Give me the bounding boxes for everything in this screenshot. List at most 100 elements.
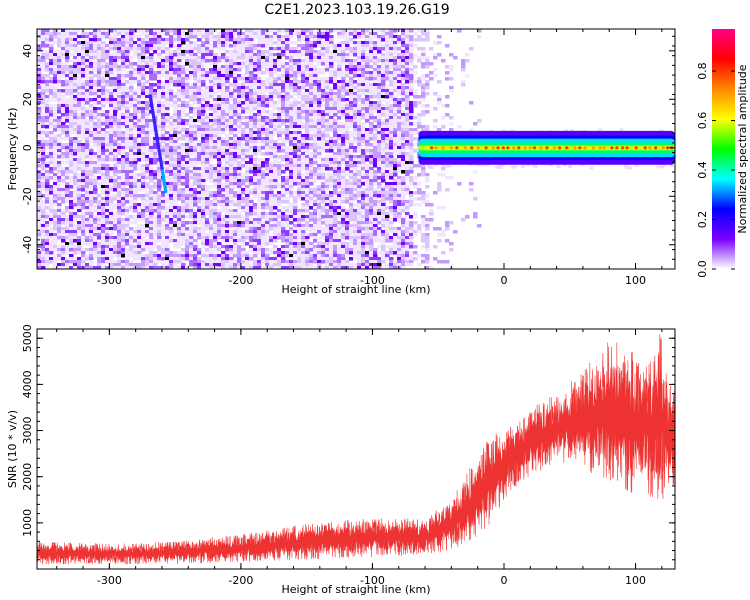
spectrogram-cell (257, 137, 262, 141)
spectrogram-cell (109, 56, 114, 60)
spectrogram-cell (121, 209, 126, 213)
spectrogram-cell (101, 50, 106, 54)
spectrogram-cell (101, 41, 106, 45)
spectrogram-cell (37, 197, 42, 201)
spectrogram-cell (153, 65, 158, 69)
spectrogram-cell (245, 191, 250, 195)
spectrogram-cell (221, 140, 226, 144)
spectrogram-cell (205, 68, 210, 72)
spectrogram-cell (117, 47, 122, 51)
spectrogram-cell (165, 131, 170, 135)
spectrogram-cell (125, 257, 130, 261)
spectrogram-cell (53, 254, 58, 258)
spectrogram-cell (113, 197, 118, 201)
spectrogram-cell (297, 107, 302, 111)
spectrogram-cell (257, 245, 262, 249)
spectrogram-cell (141, 131, 146, 135)
spectrogram-cell (201, 224, 206, 228)
spectrogram-cell (169, 176, 174, 180)
spectrogram-cell (205, 146, 210, 150)
spectrogram-cell (81, 38, 86, 42)
spectrogram-cell (41, 179, 46, 183)
spectrogram-cell (241, 242, 246, 246)
spectrogram-cell (37, 242, 42, 246)
spectrogram-cell (185, 203, 190, 207)
spectrogram-cell (149, 227, 154, 231)
spectrogram-cell (293, 263, 298, 267)
spectrogram-cell (213, 224, 218, 228)
spectrogram-cell (281, 164, 286, 168)
spectrogram-cell (149, 230, 154, 234)
spectrogram-cell (273, 194, 278, 198)
spectrogram-cell (77, 155, 82, 159)
spectrogram-cell (245, 110, 250, 114)
spectrogram-cell (77, 47, 82, 51)
spectrogram-cell (261, 44, 266, 48)
spectrogram-cell (209, 152, 214, 156)
spectrogram-cell (77, 74, 82, 78)
spectrogram-cell (125, 152, 130, 156)
spectrogram-cell (37, 245, 42, 249)
spectrogram-cell (37, 77, 42, 81)
spectrogram-cell (245, 65, 250, 69)
spectrogram-cell (265, 50, 270, 54)
spectrogram-cell (293, 80, 298, 84)
spectrogram-cell (113, 176, 118, 180)
spectrogram-cell (105, 50, 110, 54)
spectrogram-cell (193, 119, 198, 123)
spectrogram-cell (257, 224, 262, 228)
spectrogram-cell (233, 230, 238, 234)
spectrogram-cell (241, 35, 246, 39)
spectrogram-cell (37, 224, 42, 228)
spectrogram-cell (165, 38, 170, 42)
spectrogram-cell (85, 38, 90, 42)
spectrogram-cell (73, 233, 78, 237)
spectrogram-cell (313, 131, 318, 135)
spectrogram-cell (225, 140, 230, 144)
spectrogram-cell (217, 227, 222, 231)
spectrogram-cell (73, 101, 78, 105)
spectrogram-cell (73, 137, 78, 141)
spectrogram-cell (97, 176, 102, 180)
spectrogram-cell (49, 221, 54, 225)
spectrogram-cell (89, 62, 94, 66)
spectrogram-cell (209, 89, 214, 93)
spectrogram-cell (237, 152, 242, 156)
spectrogram-cell (133, 68, 138, 72)
spectrogram-cell (237, 155, 242, 159)
spectrogram-cell (121, 35, 126, 39)
spectrogram-cell (41, 35, 46, 39)
spectrogram-cell (121, 131, 126, 135)
spectrogram-cell (273, 53, 278, 57)
spectrogram-cell (81, 254, 86, 258)
spectrogram-cell (41, 74, 46, 78)
spectrogram-cell (49, 80, 54, 84)
spectrogram-cell (85, 89, 90, 93)
spectrogram-cell (201, 62, 206, 66)
spectrogram-cell (81, 32, 86, 36)
spectrogram-cell (293, 194, 298, 198)
spectrogram-cell (281, 110, 286, 114)
spectrogram-cell (189, 56, 194, 60)
spectrogram-cell (189, 185, 194, 189)
spectrogram-cell (157, 230, 162, 234)
spectrogram-cell (185, 128, 190, 132)
spectrogram-cell (281, 143, 286, 147)
spectrogram-cell (73, 215, 78, 219)
spectrogram-cell (293, 167, 298, 171)
spectrogram-cell (313, 152, 318, 156)
spectrogram-cell (101, 257, 106, 261)
spectrogram-cell (197, 95, 202, 99)
spectrogram-cell (221, 176, 226, 180)
spectrogram-cell (37, 101, 42, 105)
spectrogram-cell (277, 86, 282, 90)
spectrogram-cell (293, 173, 298, 177)
spectrogram-cell (201, 119, 206, 123)
spectrogram-cell (133, 233, 138, 237)
spectrogram-cell (157, 188, 162, 192)
spectrogram-cell (233, 80, 238, 84)
spectrogram-cell (221, 32, 226, 36)
spectrogram-cell (213, 53, 218, 57)
spectrogram-cell (69, 83, 74, 87)
spectrogram-cell (57, 38, 62, 42)
